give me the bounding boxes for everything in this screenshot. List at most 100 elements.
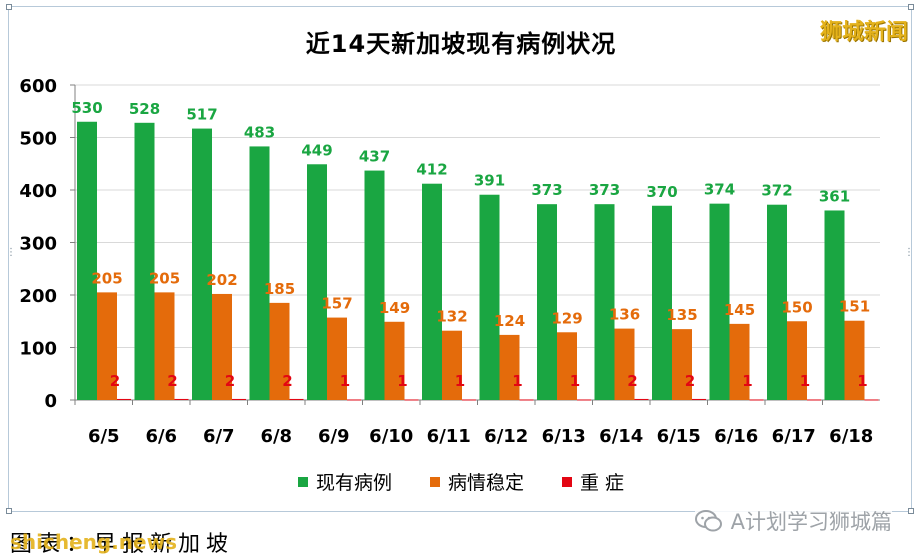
data-label-critical: 2 xyxy=(110,372,120,390)
data-label-current: 437 xyxy=(359,148,390,166)
data-label-critical: 1 xyxy=(512,372,522,390)
x-tick-label: 6/9 xyxy=(318,426,350,447)
data-label-current: 483 xyxy=(244,123,275,141)
resize-handle-right[interactable]: ⋮ xyxy=(904,247,914,258)
data-label-critical: 2 xyxy=(282,372,292,390)
bar-stable xyxy=(729,323,750,400)
bar-critical xyxy=(749,399,764,401)
data-label-stable: 151 xyxy=(839,298,870,316)
data-label-stable: 205 xyxy=(91,269,122,287)
bar-current xyxy=(77,121,97,400)
data-label-current: 391 xyxy=(474,172,505,190)
axes: 0 100 200 300 400 500 600 6/5 6/6 6/7 6/8 6/9 6/10 6/… xyxy=(19,76,880,447)
resize-handle-top-left[interactable] xyxy=(6,4,12,10)
bar-stable xyxy=(442,330,462,400)
bar-stable xyxy=(844,320,865,400)
legend: 现有病例 病情稳定 重 症 xyxy=(0,468,922,495)
bar-stable xyxy=(384,321,405,400)
legend-swatch-critical xyxy=(561,476,572,487)
bar-current xyxy=(767,204,787,400)
data-label-critical: 1 xyxy=(340,372,350,390)
bar-current xyxy=(422,183,442,400)
x-tick-label: 6/13 xyxy=(542,426,586,447)
legend-item-stable: 病情稳定 xyxy=(429,468,524,495)
data-label-current: 449 xyxy=(301,141,332,159)
x-tick-label: 6/12 xyxy=(484,426,528,447)
y-tick-label: 600 xyxy=(19,76,57,97)
bar-stable xyxy=(557,332,577,400)
chart-title: 近14天新加坡现有病例状况 xyxy=(305,30,617,58)
bar-critical xyxy=(577,399,591,401)
data-label-stable: 157 xyxy=(321,295,352,313)
x-tick-label: 6/10 xyxy=(369,426,413,447)
data-label-current: 374 xyxy=(704,181,735,199)
data-label-current: 370 xyxy=(646,183,677,201)
x-tick-label: 6/14 xyxy=(599,426,643,447)
bar-stable xyxy=(154,292,175,400)
data-label-stable: 205 xyxy=(149,269,180,287)
x-tick-label: 6/8 xyxy=(260,426,292,447)
data-label-stable: 129 xyxy=(551,309,582,327)
data-label-stable: 149 xyxy=(379,299,410,317)
bar-current xyxy=(249,146,270,400)
y-tick-label: 200 xyxy=(19,286,57,307)
data-label-stable: 202 xyxy=(206,271,237,289)
legend-label-critical: 重 症 xyxy=(579,472,625,494)
bar-stable xyxy=(614,328,635,400)
bar-current xyxy=(307,164,327,400)
bar-current xyxy=(824,210,845,400)
data-label-current: 361 xyxy=(819,187,850,205)
bar-stable xyxy=(269,302,290,400)
data-label-current: 517 xyxy=(186,106,217,124)
bar-critical xyxy=(404,399,419,401)
bar-current xyxy=(364,170,385,400)
data-label-critical: 2 xyxy=(167,372,177,390)
x-tick-label: 6/16 xyxy=(714,426,758,447)
data-label-critical: 1 xyxy=(455,372,465,390)
bar-stable xyxy=(97,292,117,400)
bar-critical xyxy=(634,398,649,400)
data-label-current: 528 xyxy=(129,100,160,118)
figure-caption: 图表：早报新加坡 xyxy=(10,532,235,557)
data-label-critical: 2 xyxy=(627,372,637,390)
legend-item-current: 现有病例 xyxy=(297,468,392,495)
x-tick-label: 6/6 xyxy=(145,426,177,447)
y-tick-label: 0 xyxy=(44,391,57,412)
x-tick-label: 6/11 xyxy=(427,426,471,447)
bar-stable xyxy=(787,321,807,400)
data-label-critical: 1 xyxy=(742,372,752,390)
resize-handle-bottom-right[interactable] xyxy=(908,508,914,514)
data-label-critical: 1 xyxy=(800,372,810,390)
bar-critical xyxy=(807,399,821,401)
bars xyxy=(77,121,879,401)
resize-handle-bottom-left[interactable] xyxy=(6,508,12,514)
legend-label-current: 现有病例 xyxy=(315,472,392,494)
resize-handle-top-right[interactable] xyxy=(908,4,914,10)
data-labels: 5302052528205251720224831852449157143714… xyxy=(71,99,870,390)
legend-swatch-current xyxy=(297,476,308,487)
data-label-critical: 2 xyxy=(225,372,235,390)
y-tick-label: 400 xyxy=(19,181,57,202)
bar-current xyxy=(192,128,212,400)
wechat-account-badge: A计划学习狮城篇 xyxy=(694,506,892,536)
resize-handle-left[interactable]: ⋮ xyxy=(6,247,16,258)
bar-stable xyxy=(327,317,347,400)
x-tick-label: 6/5 xyxy=(88,426,120,447)
bar-critical xyxy=(462,399,476,401)
data-label-critical: 1 xyxy=(397,372,407,390)
data-label-stable: 145 xyxy=(724,301,755,319)
chart-frame: ⋮ ⋮ xyxy=(6,4,914,514)
bar-stable xyxy=(672,329,692,400)
bar-critical xyxy=(519,399,534,401)
bar-critical xyxy=(864,399,879,401)
bar-stable xyxy=(212,293,232,400)
legend-swatch-stable xyxy=(429,476,440,487)
bar-critical xyxy=(347,399,361,401)
y-tick-label: 500 xyxy=(19,129,57,150)
data-label-current: 373 xyxy=(589,181,620,199)
bar-stable xyxy=(499,334,520,400)
data-label-critical: 1 xyxy=(570,372,580,390)
bar-current xyxy=(537,204,557,400)
legend-label-stable: 病情稳定 xyxy=(447,472,524,494)
